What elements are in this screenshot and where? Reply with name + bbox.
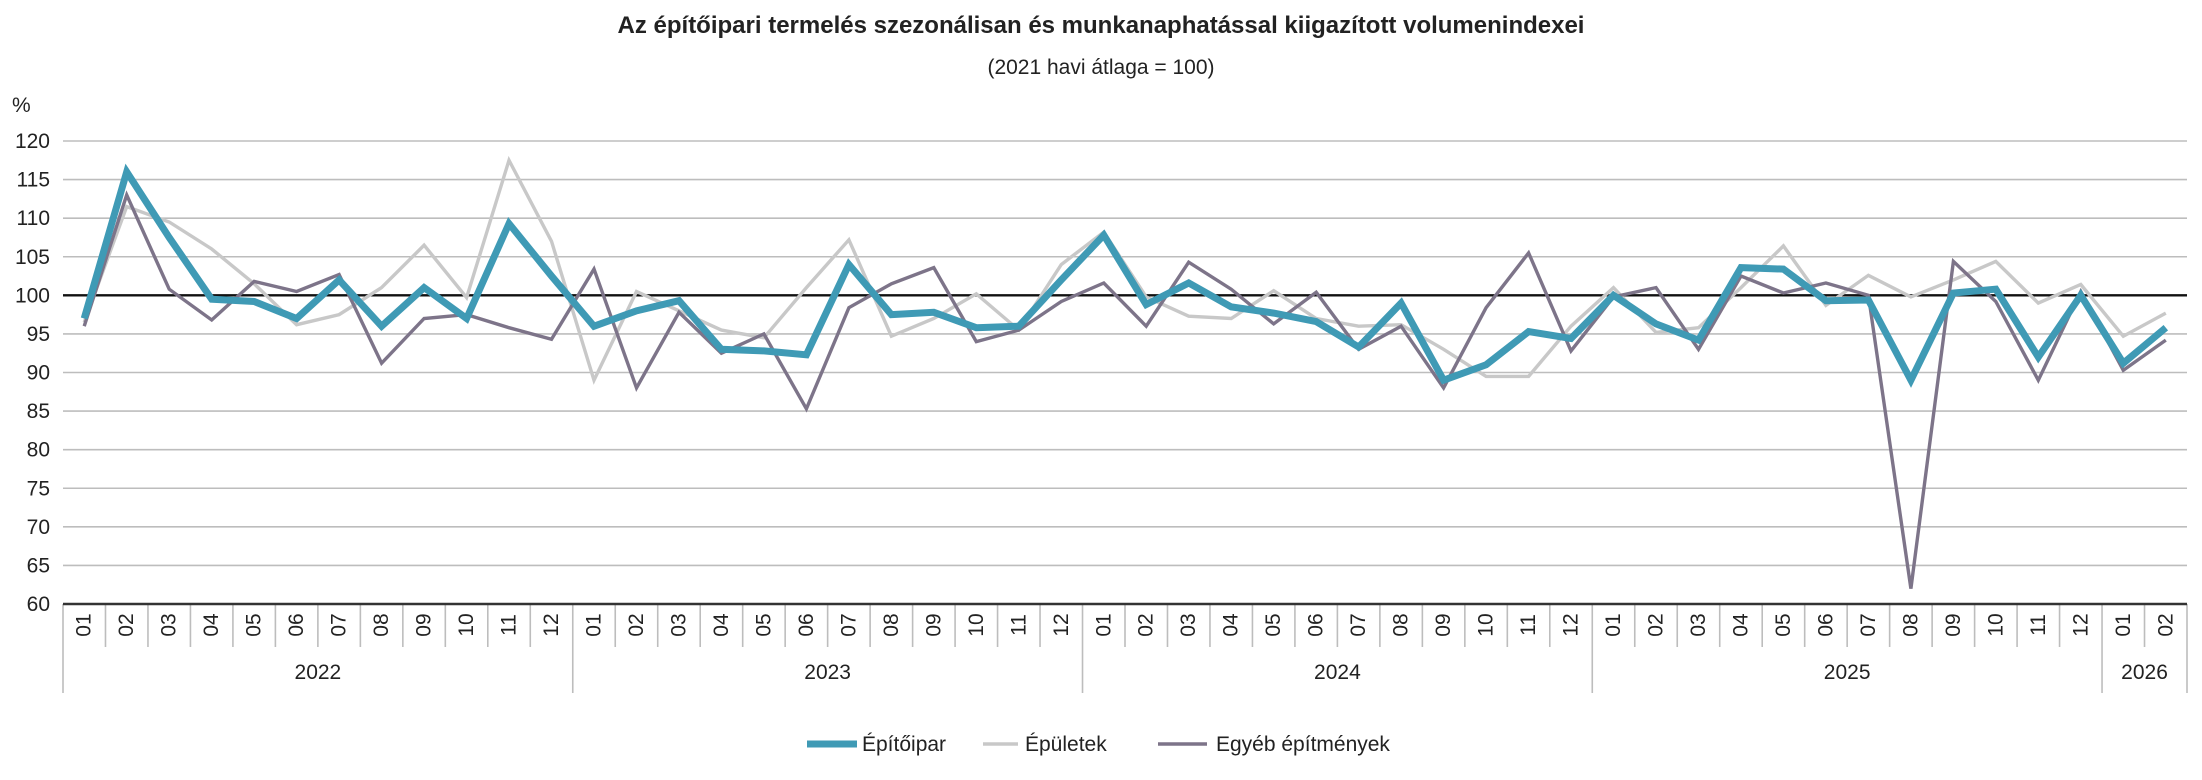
y-tick-label: 70 [27, 516, 50, 539]
x-tick-month: 08 [1899, 613, 1922, 636]
x-tick-month: 01 [73, 613, 96, 636]
y-tick-label: 85 [27, 400, 50, 423]
chart-subtitle: (2021 havi átlaga = 100) [987, 56, 1214, 79]
x-tick-month: 12 [2069, 613, 2092, 636]
y-tick-label: 120 [15, 130, 50, 153]
legend: Építőipar Épületek Egyéb építmények [807, 733, 1390, 756]
x-tick-month: 03 [667, 613, 690, 636]
x-tick-month: 07 [1347, 613, 1370, 636]
y-axis-ticks: 60 65 70 75 80 85 90 95 100 105 110 115 120 [15, 130, 50, 616]
y-tick-label: 105 [15, 246, 50, 269]
legend-label: Épületek [1025, 733, 1107, 756]
x-tick-month: 01 [2112, 613, 2135, 636]
x-tick-month: 03 [1687, 613, 1710, 636]
x-tick-month: 11 [1007, 614, 1030, 636]
y-tick-label: 80 [27, 439, 50, 462]
x-tick-month: 11 [498, 614, 521, 636]
y-tick-label: 110 [17, 207, 50, 230]
series-line-1 [82, 190, 2167, 589]
x-tick-month: 02 [2154, 613, 2177, 636]
x-tick-month: 09 [1942, 613, 1965, 636]
y-tick-label: 60 [27, 593, 50, 616]
y-tick-label: 90 [27, 362, 50, 385]
x-tick-month: 04 [200, 613, 223, 637]
x-tick-month: 04 [710, 613, 733, 637]
x-tick-month: 06 [795, 613, 818, 636]
x-tick-month: 04 [1729, 613, 1752, 637]
x-tick-month: 05 [1772, 613, 1795, 636]
x-tick-month: 07 [1857, 613, 1880, 636]
x-tick-month: 08 [370, 613, 393, 636]
x-tick-month: 06 [1305, 613, 1328, 636]
x-tick-month: 08 [1390, 613, 1413, 636]
x-tick-month: 11 [2027, 614, 2050, 636]
x-tick-month: 01 [1602, 613, 1625, 636]
x-tick-month: 05 [243, 613, 266, 636]
x-tick-month: 01 [1092, 613, 1115, 636]
x-tick-month: 03 [1177, 613, 1200, 636]
x-tick-year: 2025 [1824, 661, 1871, 684]
x-tick-month: 09 [1432, 613, 1455, 636]
legend-label: Építőipar [862, 733, 946, 756]
x-tick-month: 11 [1517, 614, 1540, 636]
x-tick-month: 08 [880, 613, 903, 636]
y-tick-label: 75 [27, 477, 50, 500]
x-tick-month: 05 [1262, 613, 1285, 636]
series-line-2 [80, 163, 2169, 388]
x-tick-month: 10 [1475, 613, 1498, 636]
y-tick-label: 65 [27, 554, 50, 577]
x-tick-month: 12 [540, 613, 563, 636]
x-tick-month: 10 [1984, 613, 2007, 636]
x-tick-month: 12 [1560, 613, 1583, 636]
y-tick-label: 95 [27, 323, 50, 346]
x-tick-month: 06 [1814, 613, 1837, 636]
x-axis: 01 02 03 04 05 06 07 08 09 10 11 12 2022 01 02 03 04 05 06… [62, 602, 2188, 693]
x-tick-month: 10 [455, 613, 478, 636]
x-tick-month: 02 [1645, 613, 1668, 636]
y-tick-label: 100 [15, 284, 50, 307]
gridlines [63, 140, 2187, 567]
x-tick-month: 02 [115, 613, 138, 636]
x-tick-year: 2022 [295, 661, 342, 684]
x-tick-month: 02 [1135, 613, 1158, 636]
chart-title: Az építőipari termelés szezonálisan és m… [618, 12, 1585, 39]
x-tick-month: 07 [328, 613, 351, 636]
y-tick-label: 115 [17, 169, 50, 192]
x-tick-month: 09 [922, 613, 945, 636]
x-tick-month: 01 [583, 613, 606, 636]
x-tick-year: 2023 [804, 661, 851, 684]
x-tick-month: 03 [158, 613, 181, 636]
x-tick-month: 06 [285, 613, 308, 636]
x-tick-month: 10 [965, 613, 988, 636]
x-tick-month: 12 [1050, 613, 1073, 636]
x-tick-year: 2026 [2121, 661, 2168, 684]
x-tick-month: 02 [625, 613, 648, 636]
x-tick-month: 05 [752, 613, 775, 636]
x-tick-month: 04 [1220, 613, 1243, 637]
y-axis-label: % [12, 94, 31, 117]
x-tick-year: 2024 [1314, 661, 1361, 684]
legend-label: Egyéb építmények [1216, 733, 1390, 756]
x-tick-month: 07 [837, 613, 860, 636]
x-tick-month: 09 [413, 613, 436, 636]
series-lines [80, 155, 2169, 589]
